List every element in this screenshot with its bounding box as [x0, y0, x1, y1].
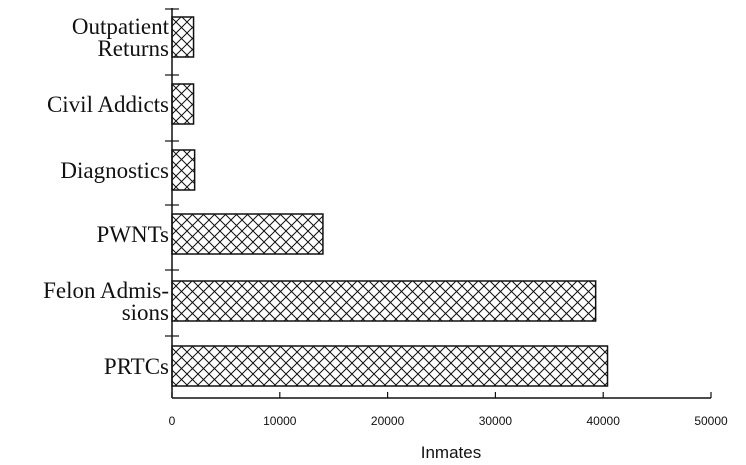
- bar-felon-admissions: [171, 280, 597, 322]
- bar-diagnostics: [171, 149, 196, 191]
- category-label: Civil Addicts: [47, 92, 169, 117]
- category-label: Felon Admis-: [43, 278, 169, 303]
- x-tick-label: 30000: [479, 414, 513, 428]
- bar-civil-addicts: [171, 83, 195, 125]
- x-tick-label: 0: [169, 414, 176, 428]
- category-label: Outpatient: [72, 14, 170, 39]
- category-label: Returns: [97, 36, 169, 61]
- axes: [165, 8, 711, 399]
- x-tick-label: 10000: [263, 414, 297, 428]
- bars: [171, 16, 609, 387]
- x-tick-label: 20000: [371, 414, 405, 428]
- x-ticks: 0 10000 20000 30000 40000 50000: [169, 392, 728, 428]
- category-label: sions: [122, 300, 169, 325]
- category-label: PWNTs: [96, 222, 169, 247]
- bar-outpatient-returns: [171, 16, 195, 58]
- x-axis-title: Inmates: [421, 443, 481, 462]
- x-tick-label: 50000: [694, 414, 728, 428]
- category-label: PRTCs: [104, 354, 169, 379]
- bar-prtcs: [171, 345, 609, 387]
- x-tick-label: 40000: [587, 414, 621, 428]
- bar-pwnts: [171, 213, 324, 255]
- category-label: Diagnostics: [60, 158, 169, 183]
